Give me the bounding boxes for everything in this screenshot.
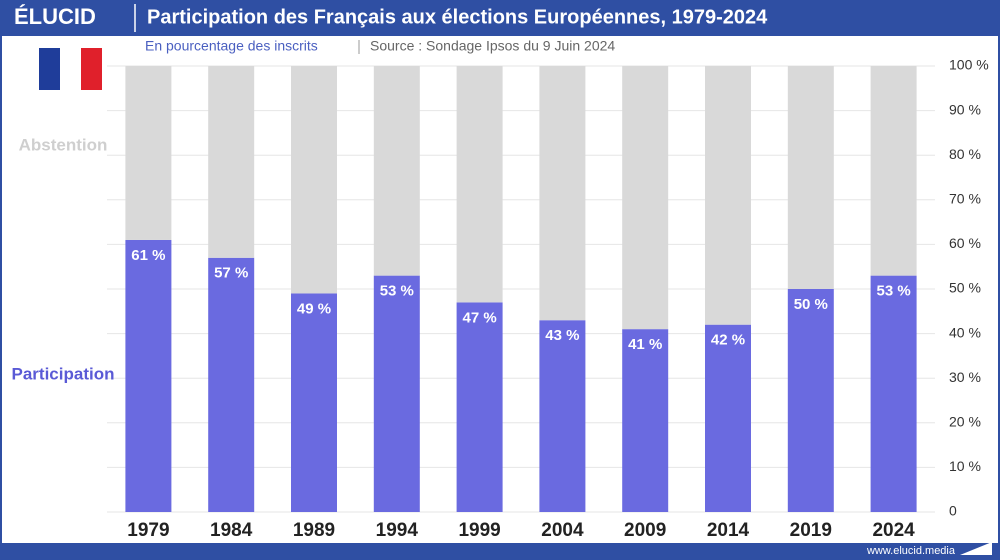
chart-title: Participation des Français aux élections… — [147, 6, 768, 28]
x-tick-label: 2014 — [707, 520, 750, 541]
flag-red — [81, 48, 102, 90]
y-tick-label: 80 % — [949, 146, 981, 162]
y-tick-label: 90 % — [949, 101, 981, 117]
y-tick-label: 20 % — [949, 414, 981, 430]
data-label: 53 % — [380, 283, 414, 300]
data-label: 57 % — [214, 265, 248, 282]
x-tick-label: 2019 — [790, 520, 832, 541]
x-tick-label: 1984 — [210, 520, 253, 541]
bar-segment — [125, 239, 172, 512]
bar-segment — [456, 302, 503, 512]
y-tick-label: 10 % — [949, 458, 981, 474]
data-label: 53 % — [876, 283, 910, 300]
bar-segment — [373, 66, 420, 276]
data-label: 61 % — [131, 247, 165, 264]
y-tick-label: 30 % — [949, 369, 981, 385]
bar-segment — [291, 293, 337, 512]
bar-segment — [870, 66, 917, 276]
footer-band — [0, 543, 1000, 560]
subtitle: En pourcentage des inscrits — [145, 38, 318, 54]
bar-segment — [208, 66, 255, 258]
y-tick-label: 70 % — [949, 191, 981, 207]
legend-label: Abstention — [19, 135, 108, 154]
data-label: 50 % — [794, 296, 828, 313]
data-label: 42 % — [711, 332, 745, 349]
x-tick-label: 2009 — [624, 520, 666, 541]
y-tick-label: 50 % — [949, 280, 981, 296]
bar-segment — [539, 320, 586, 512]
bar-segment — [456, 66, 503, 303]
x-tick-label: 1989 — [293, 520, 335, 541]
data-label: 49 % — [297, 300, 331, 317]
bar-segment — [539, 66, 586, 321]
bar-segment — [125, 66, 172, 240]
x-tick-label: 2004 — [541, 520, 584, 541]
flag-white — [60, 48, 81, 90]
flag-blue — [39, 48, 60, 90]
bar-segment — [705, 324, 751, 512]
data-label: 47 % — [462, 309, 496, 326]
x-tick-label: 2024 — [872, 520, 915, 541]
y-tick-label: 100 % — [949, 57, 989, 73]
header-band — [0, 0, 1000, 36]
x-tick-label: 1999 — [458, 520, 500, 541]
footer: www.elucid.media — [866, 545, 956, 557]
bar-segment — [622, 66, 669, 330]
bar-segment — [787, 289, 834, 512]
brand: ÉLUCID — [14, 4, 96, 29]
bar-segment — [373, 275, 420, 512]
x-tick-label: 1994 — [376, 520, 419, 541]
bar-segment — [870, 275, 917, 512]
source: Source : Sondage Ipsos du 9 Juin 2024 — [370, 38, 615, 54]
y-tick-label: 0 — [949, 503, 957, 519]
bar-segment — [705, 66, 751, 325]
bar-segment — [208, 257, 255, 512]
data-label: 43 % — [545, 327, 579, 344]
legend-label: Participation — [12, 364, 115, 383]
flag — [39, 48, 102, 90]
data-label: 41 % — [628, 336, 662, 353]
bar-segment — [787, 66, 834, 289]
y-tick-label: 60 % — [949, 235, 981, 251]
footer-logo — [960, 542, 992, 555]
y-tick-label: 40 % — [949, 324, 981, 340]
bar-segment — [291, 66, 337, 294]
bar-segment — [622, 329, 669, 512]
x-tick-label: 1979 — [127, 520, 169, 541]
